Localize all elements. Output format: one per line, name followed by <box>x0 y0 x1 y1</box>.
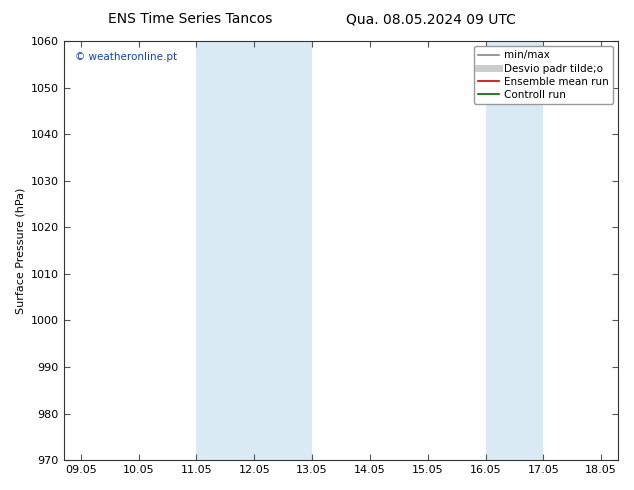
Text: Qua. 08.05.2024 09 UTC: Qua. 08.05.2024 09 UTC <box>346 12 516 26</box>
Text: © weatheronline.pt: © weatheronline.pt <box>75 51 177 62</box>
Y-axis label: Surface Pressure (hPa): Surface Pressure (hPa) <box>15 187 25 314</box>
Bar <box>197 41 312 460</box>
Text: ENS Time Series Tancos: ENS Time Series Tancos <box>108 12 273 26</box>
Bar <box>486 41 543 460</box>
Legend: min/max, Desvio padr tilde;o, Ensemble mean run, Controll run: min/max, Desvio padr tilde;o, Ensemble m… <box>474 46 613 104</box>
